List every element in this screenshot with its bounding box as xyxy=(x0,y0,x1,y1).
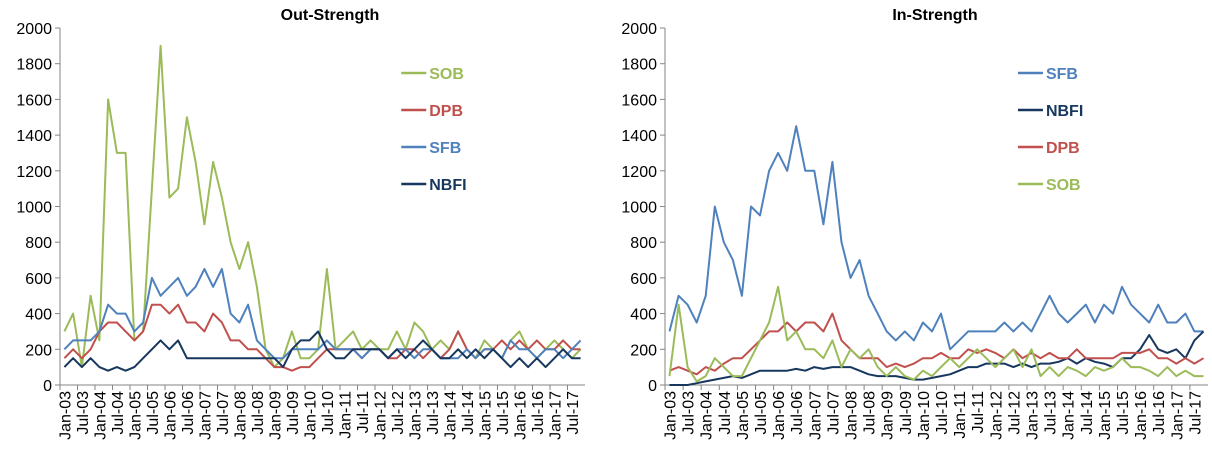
series-line xyxy=(668,285,1204,383)
y-tick-label: 0 xyxy=(43,378,52,395)
y-tick-label: 1800 xyxy=(16,57,52,74)
x-tick-label: Jul-03 xyxy=(75,391,92,435)
legend-label: NBFI xyxy=(429,177,466,194)
x-tick-label: Jul-06 xyxy=(789,391,806,435)
x-tick-label: Jan-16 xyxy=(1133,391,1150,440)
x-tick-label: Jul-13 xyxy=(1043,391,1060,435)
y-tick-label: 1200 xyxy=(16,164,52,181)
x-tick-label: Jan-13 xyxy=(1025,391,1042,440)
x-tick-label: Jul-15 xyxy=(1115,391,1132,435)
x-tick-label: Jul-06 xyxy=(180,391,197,435)
x-tick-label: Jan-07 xyxy=(807,391,824,440)
legend-label: DPB xyxy=(1046,140,1080,157)
legend-label: SFB xyxy=(429,140,461,157)
y-tick-label: 400 xyxy=(25,307,52,324)
x-tick-label: Jan-10 xyxy=(302,391,319,440)
x-tick-label: Jan-05 xyxy=(127,391,144,440)
x-tick-label: Jan-06 xyxy=(162,391,179,440)
y-tick-label: 0 xyxy=(648,378,657,395)
x-tick-label: Jan-17 xyxy=(547,391,564,440)
y-tick-label: 2000 xyxy=(16,21,52,38)
chart-title: In-Strength xyxy=(892,7,977,24)
y-tick-label: 1600 xyxy=(16,92,52,109)
legend-label: DPB xyxy=(429,103,463,120)
y-tick-label: 1400 xyxy=(621,128,657,145)
x-tick-label: Jul-13 xyxy=(425,391,442,435)
x-tick-label: Jul-04 xyxy=(110,391,127,435)
y-tick-label: 200 xyxy=(25,342,52,359)
x-tick-label: Jan-06 xyxy=(771,391,788,440)
x-tick-label: Jul-17 xyxy=(1187,391,1204,435)
legend-label: SOB xyxy=(1046,177,1081,194)
x-tick-label: Jan-17 xyxy=(1169,391,1186,440)
y-tick-label: 1200 xyxy=(621,164,657,181)
x-tick-label: Jan-03 xyxy=(57,391,74,440)
x-tick-label: Jul-07 xyxy=(825,391,842,435)
x-tick-label: Jan-09 xyxy=(880,391,897,440)
x-tick-label: Jan-14 xyxy=(1061,391,1078,440)
x-tick-label: Jul-11 xyxy=(970,391,987,433)
x-tick-label: Jul-04 xyxy=(717,391,734,435)
x-tick-label: Jul-09 xyxy=(898,391,915,435)
x-tick-label: Jan-08 xyxy=(844,391,861,440)
y-tick-label: 1000 xyxy=(16,200,52,217)
y-tick-label: 1400 xyxy=(16,128,52,145)
y-tick-label: 200 xyxy=(630,342,657,359)
x-tick-label: Jan-15 xyxy=(1097,391,1114,440)
y-tick-label: 1600 xyxy=(621,92,657,109)
y-tick-label: 800 xyxy=(25,235,52,252)
x-tick-label: Jul-10 xyxy=(934,391,951,435)
series-line xyxy=(63,303,581,372)
x-tick-label: Jul-07 xyxy=(215,391,232,435)
x-tick-label: Jan-03 xyxy=(663,391,680,440)
x-tick-label: Jan-14 xyxy=(442,391,459,440)
legend-label: NBFI xyxy=(1046,103,1083,120)
x-tick-label: Jul-03 xyxy=(681,391,698,435)
x-tick-label: Jul-11 xyxy=(355,391,372,433)
x-tick-label: Jul-14 xyxy=(460,391,477,435)
legend-label: SFB xyxy=(1046,66,1078,83)
y-tick-label: 800 xyxy=(630,235,657,252)
x-tick-label: Jul-05 xyxy=(145,391,162,435)
x-tick-label: Jan-10 xyxy=(916,391,933,440)
x-tick-label: Jan-15 xyxy=(477,391,494,440)
y-tick-label: 600 xyxy=(25,271,52,288)
x-tick-label: Jul-08 xyxy=(250,391,267,435)
x-tick-label: Jan-09 xyxy=(267,391,284,440)
x-tick-label: Jul-15 xyxy=(495,391,512,435)
x-tick-label: Jan-04 xyxy=(699,391,716,440)
x-tick-label: Jul-16 xyxy=(530,391,547,435)
x-tick-label: Jan-11 xyxy=(952,391,969,439)
y-tick-label: 400 xyxy=(630,307,657,324)
x-tick-label: Jan-08 xyxy=(232,391,249,440)
legend-label: SOB xyxy=(429,66,464,83)
chart-title: Out-Strength xyxy=(281,7,380,24)
x-tick-label: Jul-05 xyxy=(753,391,770,435)
y-tick-label: 1800 xyxy=(621,57,657,74)
x-tick-label: Jul-10 xyxy=(320,391,337,435)
x-tick-label: Jul-12 xyxy=(390,391,407,435)
x-tick-label: Jul-08 xyxy=(862,391,879,435)
y-tick-label: 1000 xyxy=(621,200,657,217)
x-tick-label: Jan-12 xyxy=(988,391,1005,440)
y-tick-label: 2000 xyxy=(621,21,657,38)
x-tick-label: Jul-14 xyxy=(1079,391,1096,435)
x-tick-label: Jul-16 xyxy=(1151,391,1168,435)
series-line xyxy=(668,125,1204,351)
x-tick-label: Jan-04 xyxy=(92,391,109,440)
x-tick-label: Jan-11 xyxy=(337,391,354,439)
x-tick-label: Jan-13 xyxy=(407,391,424,440)
x-tick-label: Jan-05 xyxy=(735,391,752,440)
series-line xyxy=(63,330,581,372)
x-tick-label: Jan-16 xyxy=(512,391,529,440)
x-tick-label: Jul-09 xyxy=(285,391,302,435)
y-tick-label: 600 xyxy=(630,271,657,288)
x-tick-label: Jan-07 xyxy=(197,391,214,440)
series-line xyxy=(63,44,582,369)
x-tick-label: Jan-12 xyxy=(372,391,389,440)
x-tick-label: Jul-12 xyxy=(1006,391,1023,435)
x-tick-label: Jul-17 xyxy=(565,391,582,435)
